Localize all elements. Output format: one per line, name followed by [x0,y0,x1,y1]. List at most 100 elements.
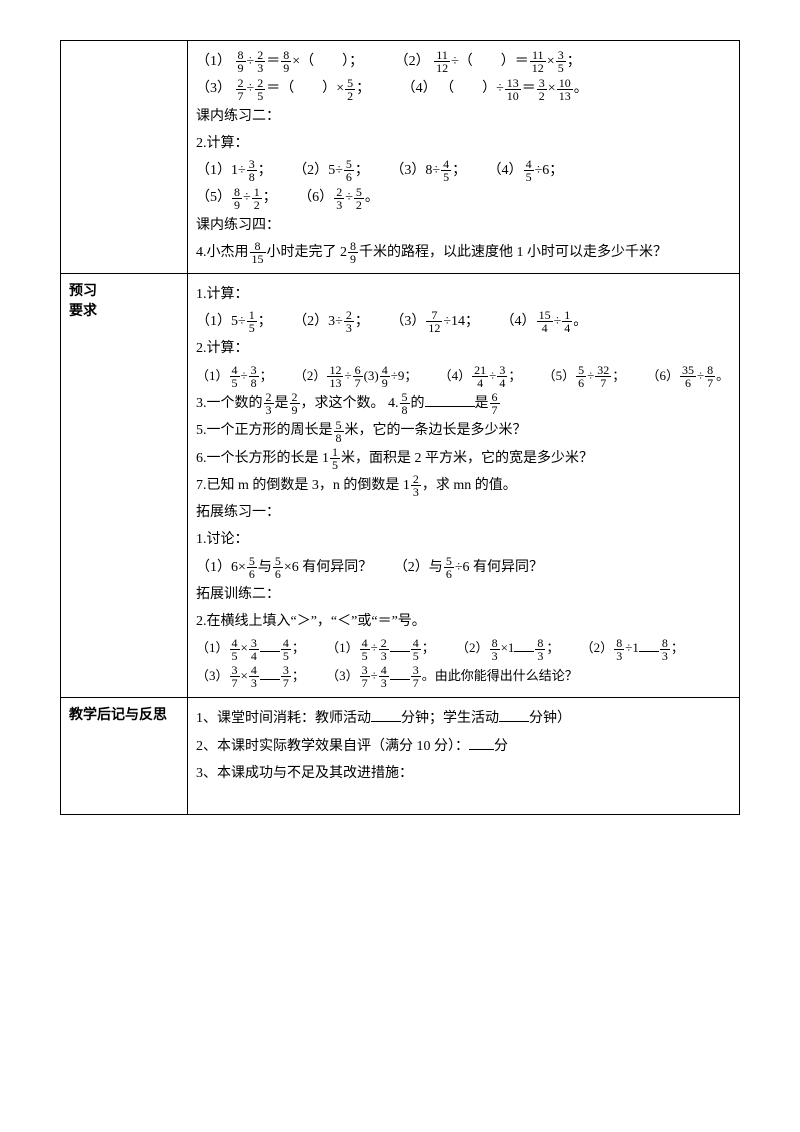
frac: 89 [236,49,246,74]
prefix-4: （4） [402,81,437,96]
prefix-1: （1） [196,54,231,69]
frac: 327 [595,364,611,389]
text: ，求这个数。 [301,396,385,411]
frac: 83 [614,637,624,662]
text: 分钟；学生活动 [401,711,499,726]
text: （3） [326,668,359,683]
eq-line-1: （1） 89÷23＝89×（ ）； （2） 1112÷（ ）＝1112×35； [196,49,731,74]
text: ×6 有何异同？ [284,560,372,575]
text: 与 [258,560,272,575]
q6-line: 6.一个长方形的长是 115米，面积是 2 平方米，它的宽是多少米？ [196,446,731,471]
frac: 58 [400,391,410,416]
num: 6 [542,163,549,178]
prefix: （1） [196,163,231,178]
frac: 23 [264,391,274,416]
text: 是 [275,396,289,411]
row1-label-cell [61,41,188,274]
calc2-line: （1）45÷38； （2）1213÷67(3)49÷9； （4）214÷34； … [196,364,731,390]
prefix-3: （3） [196,81,231,96]
text: 的 [411,396,425,411]
frac: 34 [497,364,507,389]
frac: 1112 [434,49,450,74]
eq-line-2: （3） 27÷25＝（ ）×52； （4） （ ）÷1310＝32×1013。 [196,76,731,101]
heading-ex2: 课内练习二： [196,104,731,129]
calc2-line1: （1）1÷38； （2）5÷56； （3）8÷45； （4）45÷6； [196,158,731,183]
ext1-q-line: （1）6×56与56×6 有何异同？ （2）与56÷6 有何异同？ [196,555,731,580]
frac: 45 [281,637,291,662]
num: 9 [398,368,405,383]
row3-label-cell: 教学后记与反思 [61,698,188,815]
text: 。 [573,314,587,329]
text: 米，它的一条边长是多少米？ [345,423,527,438]
frac: 52 [354,186,364,211]
frac: 67 [490,391,500,416]
blank [425,392,475,407]
q5-line: 5.一个正方形的周长是58米，它的一条边长是多少米？ [196,418,731,443]
frac: 815 [250,240,266,265]
frac: 37 [411,664,421,689]
frac: 35 [556,49,566,74]
frac: 89 [348,240,358,265]
ext2-row1: （1）45×3445； （1）45÷2345； （2）83×183； （2）83… [196,636,731,662]
ext1-discuss: 1.讨论： [196,527,731,552]
frac: 49 [380,364,390,389]
q4-line: 4.小杰用815小时走完了 289千米的路程，以此速度他 1 小时可以走多少千米… [196,240,731,265]
num: 8 [425,163,432,178]
text: 4.小杰用 [196,245,249,260]
blank [260,666,280,680]
text: 5.一个正方形的周长是 [196,423,333,438]
ext2-instr: 2.在横线上填入“＞”，“＜”或“＝”号。 [196,609,731,634]
reflect-3: 3、本课成功与不足及其改进措施： [196,761,731,786]
frac: 37 [281,664,291,689]
text: ； [258,314,272,329]
blank [514,638,534,652]
frac: 83 [535,637,545,662]
frac: 356 [680,364,696,389]
frac: 23 [334,186,344,211]
frac: 1112 [530,49,546,74]
reflect-1: 1、课堂时间消耗：教师活动分钟；学生活动分钟） [196,706,731,731]
text: 千米的路程，以此速度他 1 小时可以走多少千米？ [359,245,667,260]
frac: 27 [236,77,246,102]
op: ÷ [371,668,378,683]
frac: 58 [334,419,344,444]
op: ÷ [371,640,378,655]
text: 4. [388,396,399,411]
frac: 23 [255,49,265,74]
calc-label: 2.计算： [196,131,731,156]
ext2-heading: 拓展训练二： [196,582,731,607]
frac: 83 [490,637,500,662]
frac: 67 [353,364,363,389]
text: （3） [390,314,425,329]
frac: 43 [379,664,389,689]
op: × [241,668,248,683]
prefix: （2） [293,163,328,178]
frac: 56 [576,364,586,389]
frac: 38 [249,364,259,389]
frac: 1013 [557,77,573,102]
blank [390,638,410,652]
row1-content: （1） 89÷23＝89×（ ）； （2） 1112÷（ ）＝1112×35； … [188,41,740,274]
calc1-line: （1）5÷15； （2）3÷23； （3）712÷14； （4）154÷14。 [196,309,731,334]
frac: 712 [426,309,442,334]
heading-ex4: 课内练习四： [196,213,731,238]
num: 5 [328,163,335,178]
text: 6.一个长方形的长是 1 [196,451,329,466]
frac: 83 [660,637,670,662]
reflection-label-text: 教学后记与反思 [69,708,167,723]
calc2-line2: （5）89÷12； （6）23÷52。 [196,185,731,210]
frac: 25 [255,77,265,102]
frac: 38 [247,158,257,183]
frac: 29 [290,391,300,416]
text: （3） [196,668,229,683]
blank [499,707,529,722]
frac: 45 [441,158,451,183]
text: 米，面积是 2 平方米，它的宽是多少米？ [341,451,593,466]
frac: 15 [247,309,257,334]
frac: 56 [444,555,454,580]
frac: 154 [537,309,553,334]
frac: 37 [230,664,240,689]
ext2-row2: （3）37×4337； （3）37÷4337。由此你能得出什么结论？ [196,664,731,690]
q3-q4-line: 3.一个数的23是29，求这个数。 4.58的是67 [196,391,731,416]
frac: 214 [472,364,488,389]
